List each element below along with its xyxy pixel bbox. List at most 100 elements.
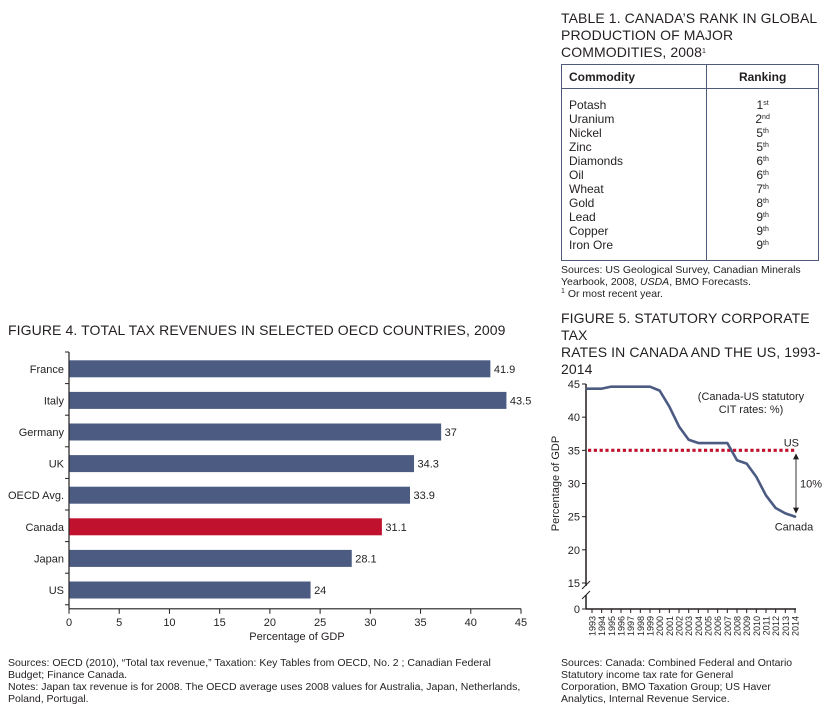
x-tick-label: 45 (515, 617, 527, 629)
x-tick-label: 35 (414, 617, 426, 629)
commodity-cell: Iron Ore (569, 238, 614, 252)
x-tick-label: 2005 (704, 616, 714, 636)
gap-arrow-head-up (793, 453, 799, 460)
category-label: OECD Avg. (8, 490, 64, 502)
x-tick-label: 2008 (733, 616, 743, 636)
commodity-cell: Zinc (569, 140, 592, 154)
x-tick-label: 2004 (694, 616, 704, 636)
data-label: 34.3 (418, 459, 439, 471)
y-axis-label: Percentage of GDP (550, 436, 562, 531)
commodity-cell: Diamonds (569, 154, 624, 168)
table1-title-text: COMMODITIES, 2008 (561, 44, 702, 60)
rank-suffix: th (763, 240, 769, 247)
rank-suffix: th (763, 156, 769, 163)
x-tick-label: 10 (163, 617, 175, 629)
x-tick-label: 2001 (665, 616, 675, 636)
rank-suffix: th (763, 226, 769, 233)
canada-series-line (585, 385, 797, 518)
rank-number: 5 (756, 126, 764, 140)
x-tick-label: 2000 (655, 616, 665, 636)
rank-number: 5 (756, 140, 764, 154)
rank-number: 7 (756, 182, 764, 196)
x-tick-label: 1995 (607, 616, 617, 636)
figure5-title: FIGURE 5. STATUTORY CORPORATE TAX RATES … (561, 310, 826, 378)
footnote-text: Or most recent year. (564, 288, 663, 300)
sources-line: Corporation, BMO Taxation Group; US Have… (561, 681, 771, 693)
y-tick-label: 25 (568, 512, 580, 524)
category-label: Italy (44, 395, 65, 407)
y-tick-label: 40 (568, 412, 580, 424)
y-tick-label: 20 (568, 545, 580, 557)
data-label: 37 (445, 427, 457, 439)
rank-suffix: th (763, 170, 769, 177)
table-row: Gold 8th (562, 196, 819, 210)
chart-annotation: (Canada-US statutory (698, 391, 805, 403)
x-tick-label: 5 (116, 617, 122, 629)
data-label: 41.9 (494, 364, 515, 376)
figure4-title: FIGURE 4. TOTAL TAX REVENUES IN SELECTED… (8, 322, 506, 338)
ranking-cell: 2nd (706, 112, 819, 126)
x-tick-label: 2012 (771, 616, 781, 636)
figure5-line-chart: 0 15 20 25 30 35 40 45 Percentage of GDP 1993 1994… (550, 379, 822, 636)
column-header-ranking: Ranking (706, 64, 819, 89)
axis-break-mark (581, 590, 591, 600)
rank-number: 9 (756, 210, 764, 224)
x-tick-label: 2007 (723, 616, 733, 636)
commodity-cell: Oil (569, 168, 584, 182)
commodity-cell: Lead (569, 210, 596, 224)
figure5-title-line: 2014 (561, 361, 593, 377)
rank-number: 1 (756, 98, 764, 112)
footnote: 1 Or most recent year. (561, 288, 801, 300)
table1-title-line: COMMODITIES, 20081 (561, 44, 817, 61)
ranking-cell: 5th (706, 126, 819, 140)
table-header-row: Commodity Ranking (561, 64, 819, 89)
sources-text: , BMO Forecasts. (669, 276, 751, 288)
table-row: Copper 9th (562, 224, 819, 238)
data-label: 28.1 (355, 553, 376, 565)
table-row: Zinc 5th (562, 140, 819, 154)
x-tick-label: 1998 (636, 616, 646, 636)
sources-text: Yearbook, 2008, (561, 276, 641, 288)
column-header-commodity: Commodity (561, 64, 707, 89)
table-row: Wheat 7th (562, 182, 819, 196)
table-row: Potash 1st (562, 88, 819, 112)
x-tick-label: 2010 (752, 616, 762, 636)
x-tick-label: 1993 (588, 616, 598, 636)
rank-number: 9 (756, 224, 764, 238)
table-row: Oil 6th (562, 168, 819, 182)
commodity-cell: Uranium (569, 112, 615, 126)
ranking-cell: 9th (706, 224, 819, 238)
x-axis-label: Percentage of GDP (249, 631, 344, 643)
data-label: 24 (314, 585, 326, 597)
data-label: 33.9 (414, 490, 435, 502)
x-tick-label: 1997 (626, 616, 636, 636)
sources-line: Yearbook, 2008, USDA, BMO Forecasts. (561, 276, 801, 288)
x-tick-label: 2002 (675, 616, 685, 636)
sources-line: Sources: US Geological Survey, Canadian … (561, 264, 801, 276)
commodity-cell: Gold (569, 196, 595, 210)
ranking-cell: 5th (706, 140, 819, 154)
x-tick-label: 0 (66, 617, 72, 629)
x-tick-label: 25 (314, 617, 326, 629)
rank-number: 8 (756, 196, 764, 210)
table-row: Lead 9th (562, 210, 819, 224)
rank-number: 9 (756, 238, 764, 252)
x-tick-label: 2011 (762, 616, 772, 635)
x-tick-label: 1999 (646, 616, 656, 636)
category-label: US (49, 585, 64, 597)
rank-suffix: nd (762, 114, 770, 121)
footnote-mark: 1 (701, 48, 706, 55)
sources-line: Budget; Finance Canada. (8, 669, 128, 681)
rank-number: 6 (756, 154, 764, 168)
table-row: Uranium 2nd (562, 112, 819, 126)
ranking-cell: 9th (706, 210, 819, 224)
y-tick-label: 30 (568, 479, 580, 491)
x-tick-label: 2009 (742, 616, 752, 636)
ranking-cell: 6th (706, 168, 819, 182)
axis-break-mark (581, 580, 591, 590)
category-label: Japan (34, 553, 64, 565)
sources-line: Statutory income tax rate for General (561, 669, 734, 681)
x-tick-label: 2006 (713, 616, 723, 636)
sources-italic-text: USDA (640, 276, 670, 288)
canada-series-label: Canada (775, 522, 814, 534)
